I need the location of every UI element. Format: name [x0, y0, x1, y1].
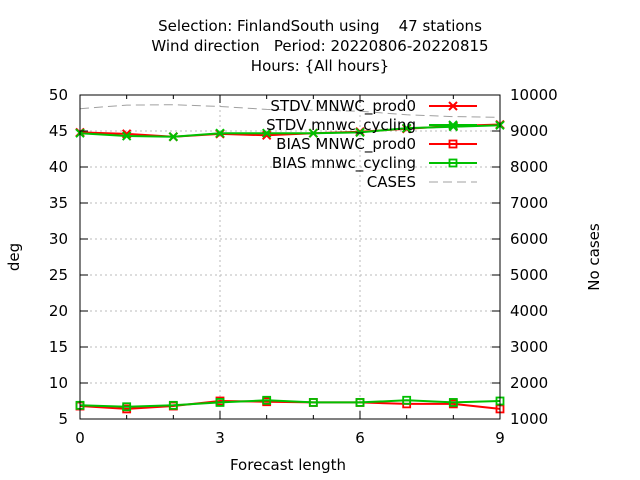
legend-marker: [448, 101, 458, 111]
data-point: [168, 132, 179, 142]
y2-axis-label: No cases: [585, 223, 603, 291]
chart-title-line-2: Wind direction Period: 20220806-20220815: [151, 37, 489, 55]
legend-marker: [448, 158, 458, 168]
legend-entry: CASES: [367, 173, 477, 191]
series-2: [75, 396, 505, 414]
y2-tick-label: 9000: [510, 122, 548, 140]
y2-tick-label: 10000: [510, 86, 558, 104]
series-line: [79, 399, 501, 408]
data-point: [215, 128, 225, 138]
plot-frame: [79, 94, 501, 420]
y2-tick-label: 3000: [510, 338, 548, 356]
data-point: [122, 402, 132, 412]
series-4: [79, 104, 501, 118]
y2-tick-label: 6000: [510, 230, 548, 248]
y2-tick-label: 1000: [510, 410, 548, 428]
x-axis-label: Forecast length: [230, 456, 346, 474]
data-point: [355, 398, 365, 407]
y-tick-label: 40: [49, 158, 68, 176]
x-tick-label: 0: [75, 429, 85, 447]
y-tick-label: 5: [58, 410, 68, 428]
x-tick-label: 3: [215, 429, 225, 447]
data-point: [215, 398, 225, 407]
data-point: [121, 131, 132, 141]
legend-entry: STDV MNWC_prod0: [270, 97, 477, 116]
legend-marker: [448, 120, 458, 130]
y-tick-label: 20: [49, 302, 68, 320]
x-tick-label: 6: [355, 429, 365, 447]
data-point: [168, 400, 178, 410]
data-point: [402, 395, 412, 405]
data-point: [355, 127, 365, 138]
data-point: [308, 398, 318, 407]
data-point: [262, 395, 272, 405]
y2-tick-label: 5000: [510, 266, 548, 284]
series-layer: [75, 104, 505, 414]
legend-entry: STDV mnwc_cycling: [266, 116, 477, 135]
y2-tick-label: 2000: [510, 374, 548, 392]
legend-entry: BIAS MNWC_prod0: [276, 135, 477, 154]
y-tick-label: 10: [49, 374, 68, 392]
y2-tick-label: 4000: [510, 302, 548, 320]
y-tick-label: 35: [49, 194, 68, 212]
chart-title-line-1: Selection: FinlandSouth using 47 station…: [158, 17, 482, 35]
y-tick-label: 45: [49, 122, 68, 140]
x-tick-label: 9: [495, 429, 505, 447]
data-point: [401, 123, 412, 133]
legend-label: BIAS MNWC_prod0: [276, 135, 416, 154]
y2-tick-label: 8000: [510, 158, 548, 176]
data-point: [261, 128, 272, 138]
y-tick-label: 25: [49, 266, 68, 284]
y-tick-label: 15: [49, 338, 68, 356]
y-tick-label: 30: [49, 230, 68, 248]
series-line: [79, 124, 501, 138]
legend-label: STDV MNWC_prod0: [270, 97, 416, 116]
series-line: [79, 104, 501, 118]
y-tick-label: 50: [49, 86, 68, 104]
data-point: [448, 398, 458, 407]
legend-entry: BIAS mnwc_cycling: [272, 154, 477, 173]
tick-layer: 5 10 15 20 25 30 35 40 45 50 0 3 6 9 1000 2000 3000 4000 5…: [49, 86, 558, 447]
grid-layer: [80, 95, 500, 419]
y-axis-label: deg: [5, 243, 23, 271]
legend-marker: [448, 139, 458, 149]
y2-tick-label: 7000: [510, 194, 548, 212]
legend-label: CASES: [367, 173, 416, 191]
chart-title-line-3: Hours: {All hours}: [250, 57, 390, 75]
data-point: [308, 128, 319, 138]
legend-label: BIAS mnwc_cycling: [272, 154, 416, 173]
legend-label: STDV mnwc_cycling: [266, 116, 416, 135]
